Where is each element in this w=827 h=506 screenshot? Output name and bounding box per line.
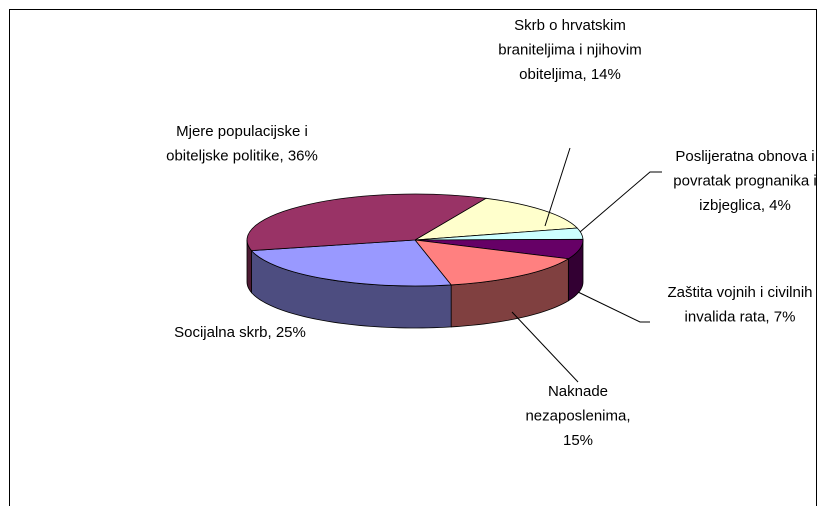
label-line: Skrb o hrvatskim — [514, 17, 626, 34]
label-line: obiteljske politike, 36% — [166, 148, 318, 165]
slice — [414, 197, 579, 241]
data-label: Zaštita vojnih i civilnih invalida rata, … — [667, 284, 812, 326]
label-line: Zaštita vojnih i civilnih — [667, 284, 812, 301]
data-label: Mjere populacijske i obiteljske politike,… — [166, 123, 318, 165]
label-line: Mjere populacijske i — [176, 123, 308, 140]
label-line: braniteljima i njihovim — [498, 42, 641, 59]
label-line: obiteljima, 14% — [519, 66, 621, 83]
slice — [250, 239, 452, 287]
leader-line — [577, 291, 650, 323]
label-line: nezaposlenima, — [525, 408, 630, 425]
label-line: Poslijeratna obnova i — [675, 148, 814, 165]
data-label: Poslijeratna obnova i povratak prognanika… — [673, 148, 816, 214]
label-line: Naknade — [548, 383, 608, 400]
label-line: izbjeglica, 4% — [699, 197, 791, 214]
label-line: 15% — [563, 432, 593, 449]
label-line: povratak prognanika i — [673, 173, 816, 190]
leader-line — [579, 171, 662, 233]
data-label: Skrb o hrvatskim braniteljima i njihovim o… — [498, 17, 641, 83]
label-line: invalida rata, 7% — [685, 309, 796, 326]
data-label: Socijalna skrb, 25% — [174, 324, 306, 341]
slice — [246, 193, 488, 252]
slice — [414, 239, 570, 286]
label-line: Socijalna skrb, 25% — [174, 324, 306, 341]
leader-line — [544, 147, 571, 227]
leader-line — [511, 311, 579, 383]
data-label: Naknade nezaposlenima, 15% — [525, 383, 630, 449]
